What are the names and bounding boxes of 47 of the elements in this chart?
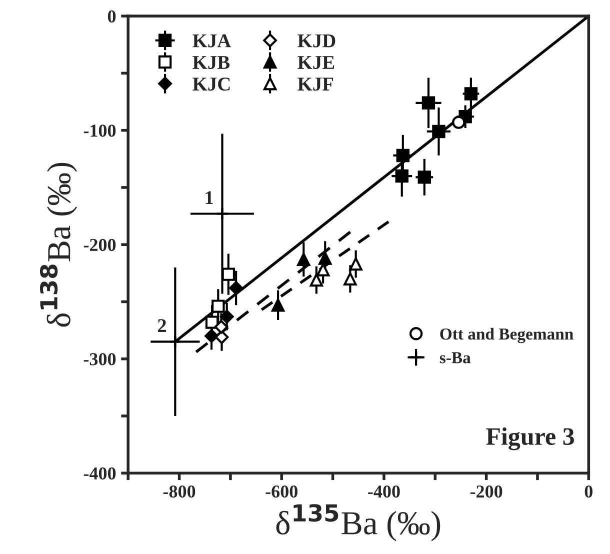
point <box>222 268 235 281</box>
y-tick-label: 0 <box>108 10 116 23</box>
point <box>310 273 324 287</box>
x-tick-label: 0 <box>584 485 592 498</box>
point <box>216 207 229 220</box>
point <box>316 263 330 276</box>
point <box>168 335 182 348</box>
point <box>422 96 436 110</box>
point <box>271 298 285 312</box>
legend-label: Ott and Begemann <box>440 328 574 344</box>
point <box>214 320 228 334</box>
y-tick-label: -400 <box>84 467 116 480</box>
x-tick-label: -600 <box>266 485 298 498</box>
annotation: 2 <box>158 319 166 332</box>
point <box>349 257 362 271</box>
point <box>344 272 357 286</box>
y-tick-label: -200 <box>84 238 116 252</box>
x-tick-label: -200 <box>470 485 502 498</box>
annotation: Figure 3 <box>486 427 574 450</box>
point <box>229 281 244 295</box>
y-tick-label: -100 <box>84 124 116 137</box>
point <box>452 116 466 129</box>
x-axis-title: δ$^{135}$Ba (‰) <box>276 504 440 542</box>
point <box>396 148 410 162</box>
legend-label: KJB <box>192 56 230 70</box>
legend-label: KJE <box>298 56 334 70</box>
point <box>318 252 332 265</box>
point <box>432 124 446 138</box>
point <box>214 330 229 344</box>
point <box>395 169 408 183</box>
legend-label: KJA <box>192 34 232 48</box>
legend-label: KJD <box>298 34 336 48</box>
x-tick-label: -800 <box>163 485 196 498</box>
point <box>464 87 478 100</box>
annotation: 1 <box>206 191 213 204</box>
y-tick-label: -300 <box>84 353 116 366</box>
point <box>297 252 310 266</box>
legend-label: s-Ba <box>440 352 471 364</box>
point <box>220 310 234 324</box>
x-tick-label: -400 <box>368 485 400 498</box>
legend-label: KJC <box>192 78 230 91</box>
point <box>418 170 431 184</box>
point <box>204 329 218 343</box>
point <box>205 316 219 329</box>
y-axis-title: δ$^{138}$Ba (‰) <box>40 162 78 327</box>
legend-label: KJF <box>298 78 334 91</box>
point <box>212 300 225 313</box>
